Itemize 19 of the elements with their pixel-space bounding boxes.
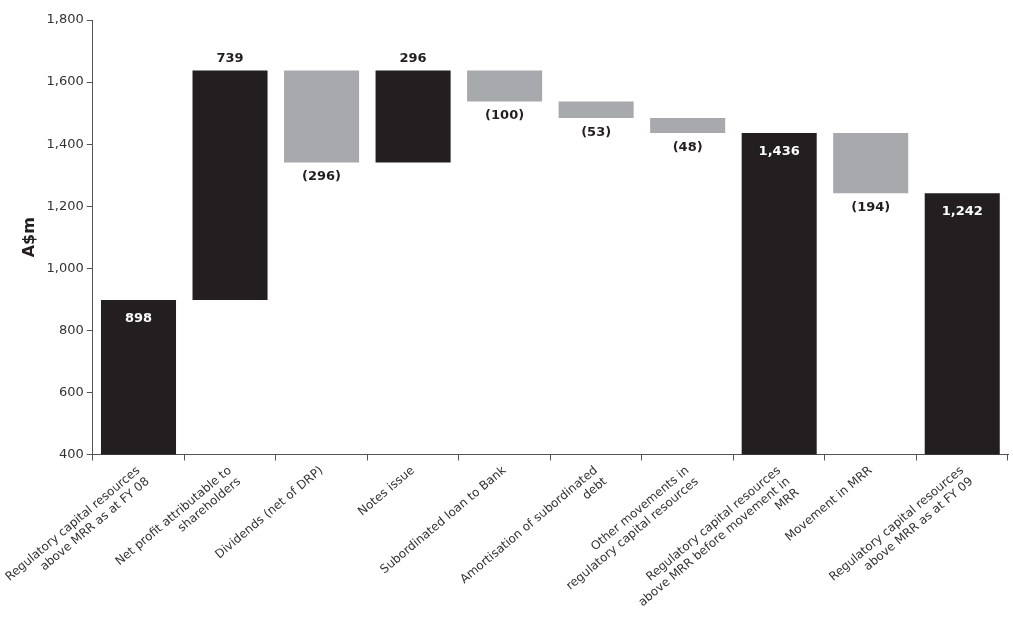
- data-label: 898: [124, 309, 153, 325]
- y-tick-label: 1,000: [46, 259, 84, 275]
- data-label: (100): [485, 107, 525, 123]
- y-axis-title: A$m: [19, 217, 39, 258]
- y-tick-label: 1,600: [46, 73, 84, 89]
- data-label: 739: [216, 50, 244, 66]
- data-label: 1,436: [758, 142, 800, 158]
- y-tick-label: 1,400: [46, 135, 84, 151]
- y-tick-label: 400: [58, 445, 84, 461]
- data-label: (48): [672, 138, 703, 154]
- data-label: 1,242: [941, 203, 983, 219]
- data-label: (194): [851, 199, 891, 215]
- y-tick-label: 1,200: [46, 197, 84, 213]
- y-tick-label: 600: [58, 383, 84, 399]
- data-label: 296: [399, 50, 427, 66]
- y-tick-label: 800: [58, 321, 84, 337]
- data-label: (53): [581, 123, 612, 139]
- y-tick-label: 1,800: [46, 11, 84, 27]
- data-label: (296): [302, 168, 342, 184]
